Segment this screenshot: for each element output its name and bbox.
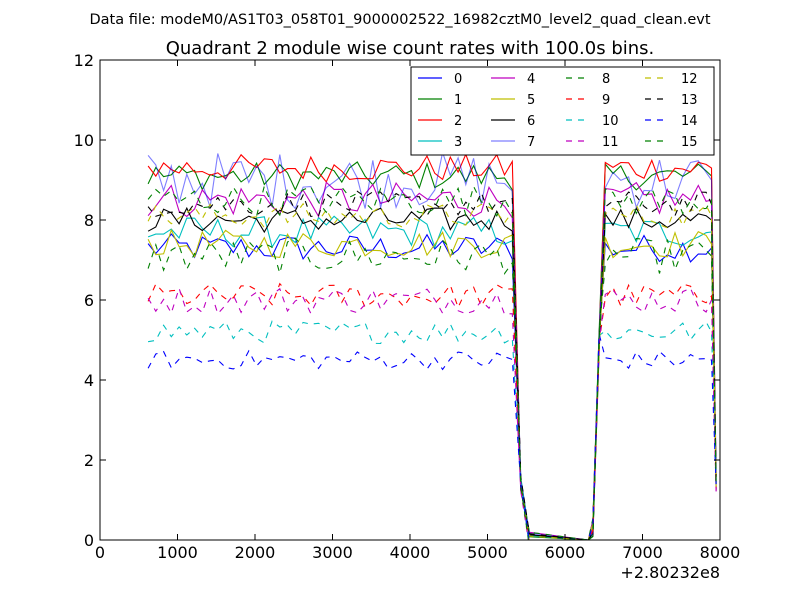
legend-label: 14 bbox=[681, 114, 698, 129]
series-layer bbox=[147, 150, 717, 540]
legend-label: 15 bbox=[681, 135, 698, 150]
x-tick-label: 2000 bbox=[235, 543, 276, 562]
legend-label: 9 bbox=[602, 93, 610, 108]
legend-item-10: 10 bbox=[566, 114, 619, 129]
legend-item-13: 13 bbox=[645, 93, 698, 108]
series-line-5 bbox=[147, 228, 717, 540]
legend-item-2: 2 bbox=[418, 114, 462, 129]
x-tick-label: 4000 bbox=[390, 543, 431, 562]
figure-suptitle: Data file: modeM0/AS1T03_058T01_90000025… bbox=[89, 12, 710, 28]
legend-item-7: 7 bbox=[491, 135, 535, 150]
legend-item-4: 4 bbox=[491, 72, 535, 87]
y-tick-label: 4 bbox=[84, 371, 94, 390]
legend-item-5: 5 bbox=[491, 93, 535, 108]
legend-label: 8 bbox=[602, 72, 610, 87]
series-line-14 bbox=[147, 333, 717, 540]
legend-item-15: 15 bbox=[645, 135, 698, 150]
series-line-11 bbox=[147, 286, 717, 540]
series-line-12 bbox=[147, 202, 717, 540]
series-line-15 bbox=[147, 184, 717, 540]
y-tick-label: 2 bbox=[84, 451, 94, 470]
x-tick-label: 3000 bbox=[312, 543, 353, 562]
legend-label: 7 bbox=[527, 135, 535, 150]
legend-label: 4 bbox=[527, 72, 535, 87]
series-line-7 bbox=[147, 150, 717, 540]
legend-item-12: 12 bbox=[645, 72, 698, 87]
legend-item-1: 1 bbox=[418, 93, 462, 108]
y-tick-label: 10 bbox=[74, 131, 94, 150]
series-line-0 bbox=[147, 233, 717, 540]
chart-title: Quadrant 2 module wise count rates with … bbox=[166, 38, 655, 59]
series-line-10 bbox=[148, 320, 717, 540]
series-line-4 bbox=[147, 181, 717, 540]
legend-item-0: 0 bbox=[418, 72, 462, 87]
legend-label: 3 bbox=[454, 135, 462, 150]
legend-label: 10 bbox=[602, 114, 619, 129]
x-tick-label: 8000 bbox=[700, 543, 741, 562]
series-line-1 bbox=[147, 161, 717, 540]
x-tick-label: 1000 bbox=[157, 543, 198, 562]
x-tick-label: 6000 bbox=[545, 543, 586, 562]
legend-item-8: 8 bbox=[566, 72, 610, 87]
series-line-9 bbox=[147, 282, 717, 540]
x-tick-label: 7000 bbox=[622, 543, 663, 562]
y-tick-label: 0 bbox=[84, 531, 94, 550]
legend-label: 13 bbox=[681, 93, 698, 108]
legend-label: 0 bbox=[454, 72, 462, 87]
series-line-3 bbox=[147, 215, 717, 540]
legend-item-9: 9 bbox=[566, 93, 610, 108]
x-offset-label: +2.80232e8 bbox=[620, 563, 720, 582]
legend-label: 11 bbox=[602, 135, 619, 150]
legend-item-3: 3 bbox=[418, 135, 462, 150]
legend-frame bbox=[410, 66, 715, 156]
series-line-6 bbox=[147, 206, 717, 540]
legend-item-6: 6 bbox=[491, 114, 535, 129]
legend-item-11: 11 bbox=[566, 135, 619, 150]
series-line-8 bbox=[147, 237, 717, 540]
y-tick-label: 6 bbox=[84, 291, 94, 310]
legend-label: 1 bbox=[454, 93, 462, 108]
y-tick-label: 12 bbox=[74, 51, 94, 70]
legend-label: 2 bbox=[454, 114, 462, 129]
legend-label: 6 bbox=[527, 114, 535, 129]
plot-area: 0 1000 2000 3000 4000 5000 6000 7000 80000246810… bbox=[74, 51, 741, 582]
legend-label: 12 bbox=[681, 72, 698, 87]
y-tick-label: 8 bbox=[84, 211, 94, 230]
ticks-layer: 0 1000 2000 3000 4000 5000 6000 7000 80000246810… bbox=[74, 51, 741, 562]
x-tick-label: 5000 bbox=[467, 543, 508, 562]
x-tick-label: 0 bbox=[95, 543, 105, 562]
legend-label: 5 bbox=[527, 93, 535, 108]
legend-item-14: 14 bbox=[645, 114, 698, 129]
